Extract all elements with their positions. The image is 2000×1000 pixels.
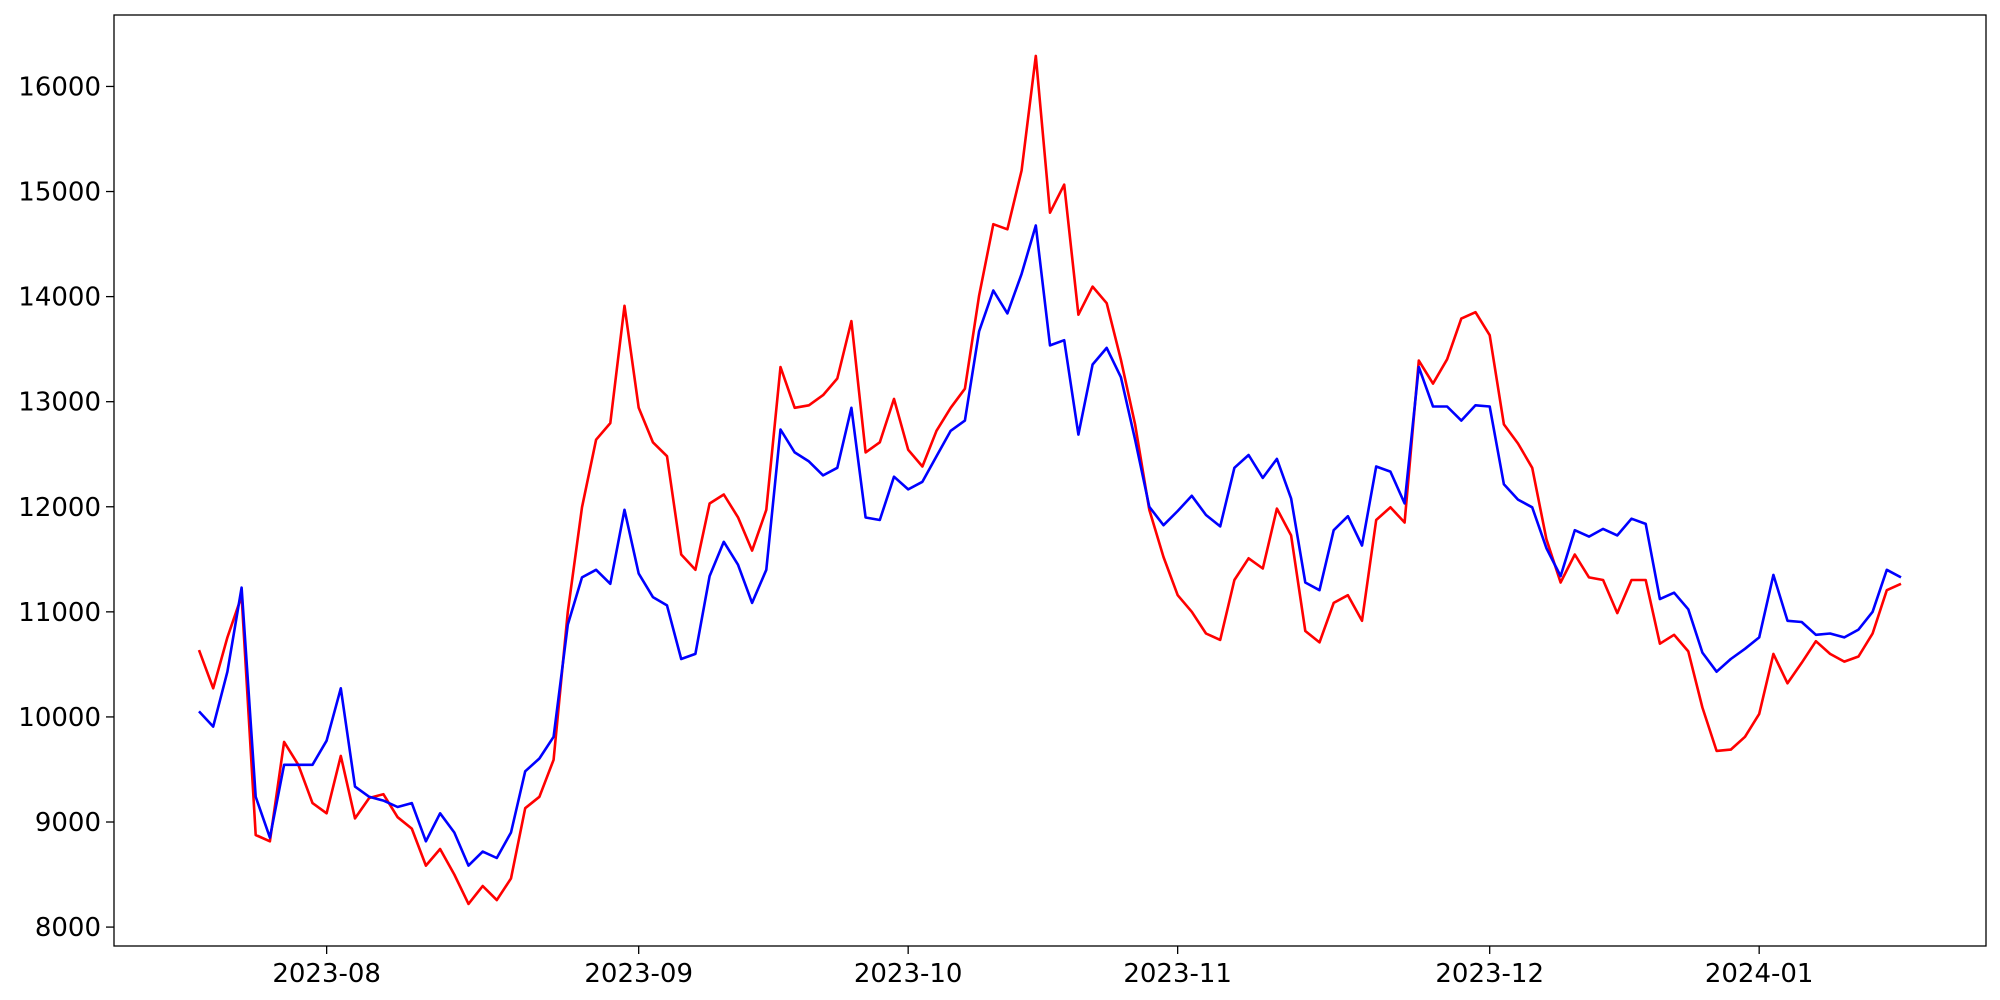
y-tick-label: 11000 <box>18 598 101 628</box>
y-tick-label: 15000 <box>18 178 101 208</box>
series-line <box>197 54 1902 906</box>
y-tick-label: 9000 <box>35 808 101 838</box>
y-tick-label: 8000 <box>35 913 101 943</box>
x-tick-label: 2023-11 <box>1123 959 1232 989</box>
x-tick-label: 2023-08 <box>272 959 381 989</box>
plot-frame <box>113 14 1987 947</box>
y-tick-label: 13000 <box>18 388 101 418</box>
x-tick-label: 2024-01 <box>1705 959 1814 989</box>
y-tick-label: 10000 <box>18 703 101 733</box>
x-tick-label: 2023-10 <box>854 959 963 989</box>
series-line <box>198 224 1902 867</box>
y-tick-label: 12000 <box>18 493 101 523</box>
x-tick-label: 2023-12 <box>1435 959 1544 989</box>
y-tick-label: 16000 <box>18 72 101 102</box>
x-tick-label: 2023-09 <box>584 959 693 989</box>
y-tick-label: 14000 <box>18 283 101 313</box>
